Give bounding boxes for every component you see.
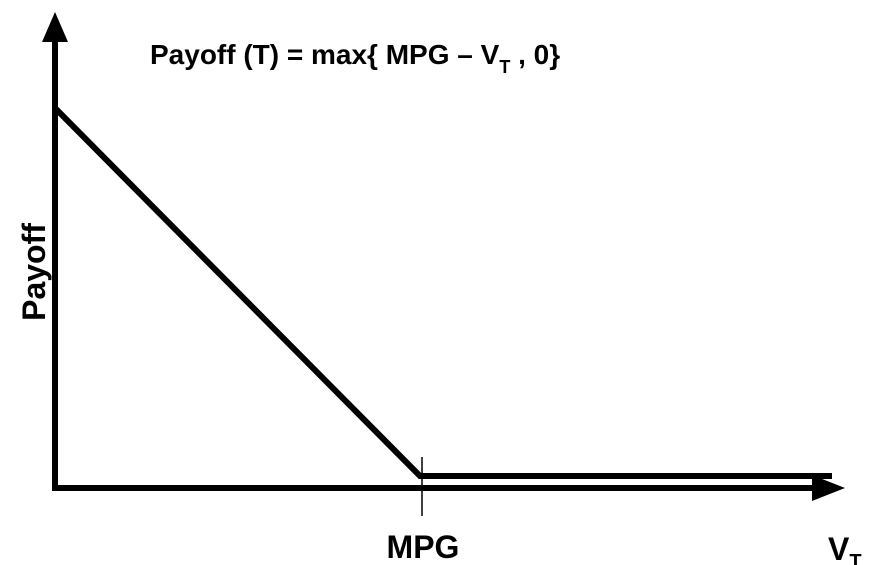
x-tick-label: MPG: [387, 529, 460, 565]
y-axis-arrow: [42, 12, 68, 42]
x-axis-label: VT: [828, 531, 862, 565]
x-axis-arrow: [812, 475, 845, 501]
formula-rest: , 0}: [510, 39, 560, 70]
payoff-line: [52, 105, 832, 479]
formula-subscript: T: [499, 57, 510, 77]
y-axis-label: Payoff: [16, 223, 52, 321]
x-axis-label-subscript: T: [849, 551, 861, 565]
formula-main: Payoff (T) = max{ MPG – V: [150, 39, 500, 70]
x-axis-label-main: V: [828, 531, 850, 565]
formula-title: Payoff (T) = max{ MPG – VT , 0}: [150, 39, 560, 77]
